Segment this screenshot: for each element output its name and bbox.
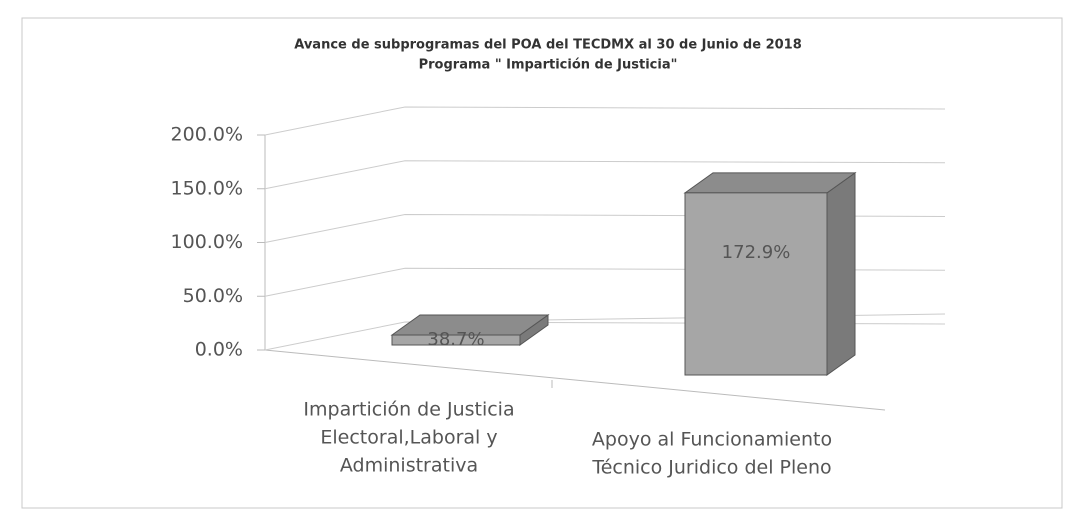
chart-title: Avance de subprogramas del POA del TECDM…: [294, 38, 802, 53]
x-tick-label: Impartición de Justicia: [303, 399, 514, 421]
y-tick-label: 50.0%: [183, 285, 243, 307]
value-label: 172.9%: [722, 242, 791, 263]
y-tick-label: 150.0%: [171, 177, 243, 199]
bar-side: [826, 171, 856, 376]
x-tick-label: Técnico Juridico del Pleno: [591, 457, 831, 479]
x-tick-label: Apoyo al Funcionamiento: [592, 429, 832, 451]
chart-subtitle: Programa " Impartición de Justicia": [419, 58, 678, 73]
value-label: 38.7%: [427, 329, 484, 350]
bar-top: [683, 172, 857, 194]
grid-line: [264, 160, 946, 190]
y-tick-label: 0.0%: [195, 339, 243, 361]
x-tick-label: Electoral,Laboral y: [320, 427, 497, 449]
grid-line: [264, 106, 946, 136]
chart-frame: [21, 17, 1063, 509]
y-tick-label: 100.0%: [171, 231, 243, 253]
bar: [684, 192, 828, 376]
bar: [391, 334, 521, 346]
floor-edge: [264, 349, 886, 411]
x-tick-label: Administrativa: [340, 455, 478, 477]
y-tick-label: 200.0%: [171, 124, 243, 146]
